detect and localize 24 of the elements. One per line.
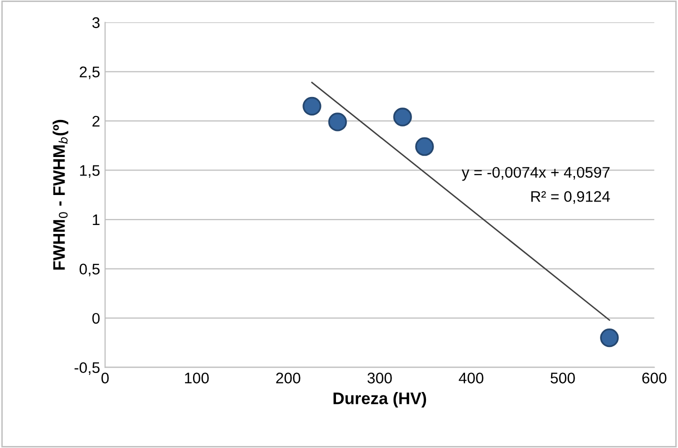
y-axis-title: FWHM$_{0}$ - FWHM$_{b}$(º) xyxy=(52,120,68,270)
x-tick-label: 300 xyxy=(368,372,392,384)
point xyxy=(600,328,619,348)
y-tick-label: -0,5 xyxy=(74,362,100,375)
x-tick-label: 200 xyxy=(276,372,300,384)
y-tick-label: 3 xyxy=(92,17,100,28)
y-tick-label: 2,5 xyxy=(80,66,100,80)
y-tick-label: 0,5 xyxy=(80,264,100,276)
x-tick-label: 500 xyxy=(550,372,575,384)
x-tick-label: 400 xyxy=(458,372,484,384)
point xyxy=(415,137,434,156)
annotation: y = -0,0074x + 4,0597 xyxy=(462,166,610,181)
x-tick-label: 100 xyxy=(185,372,209,384)
y-tick-label: 2 xyxy=(92,116,100,126)
y-tick-label: 1,5 xyxy=(80,165,100,178)
x-tick-label: 600 xyxy=(642,372,666,384)
annotation: R² = 0,9124 xyxy=(531,191,610,204)
x-axis-title: Dureza (HV) xyxy=(334,392,426,408)
y-tick-label: 1 xyxy=(92,214,100,226)
point xyxy=(393,108,412,126)
x-tick-label: 0 xyxy=(101,372,109,384)
point xyxy=(302,96,322,116)
y-tick-label: 0 xyxy=(92,312,100,324)
point xyxy=(328,112,347,132)
